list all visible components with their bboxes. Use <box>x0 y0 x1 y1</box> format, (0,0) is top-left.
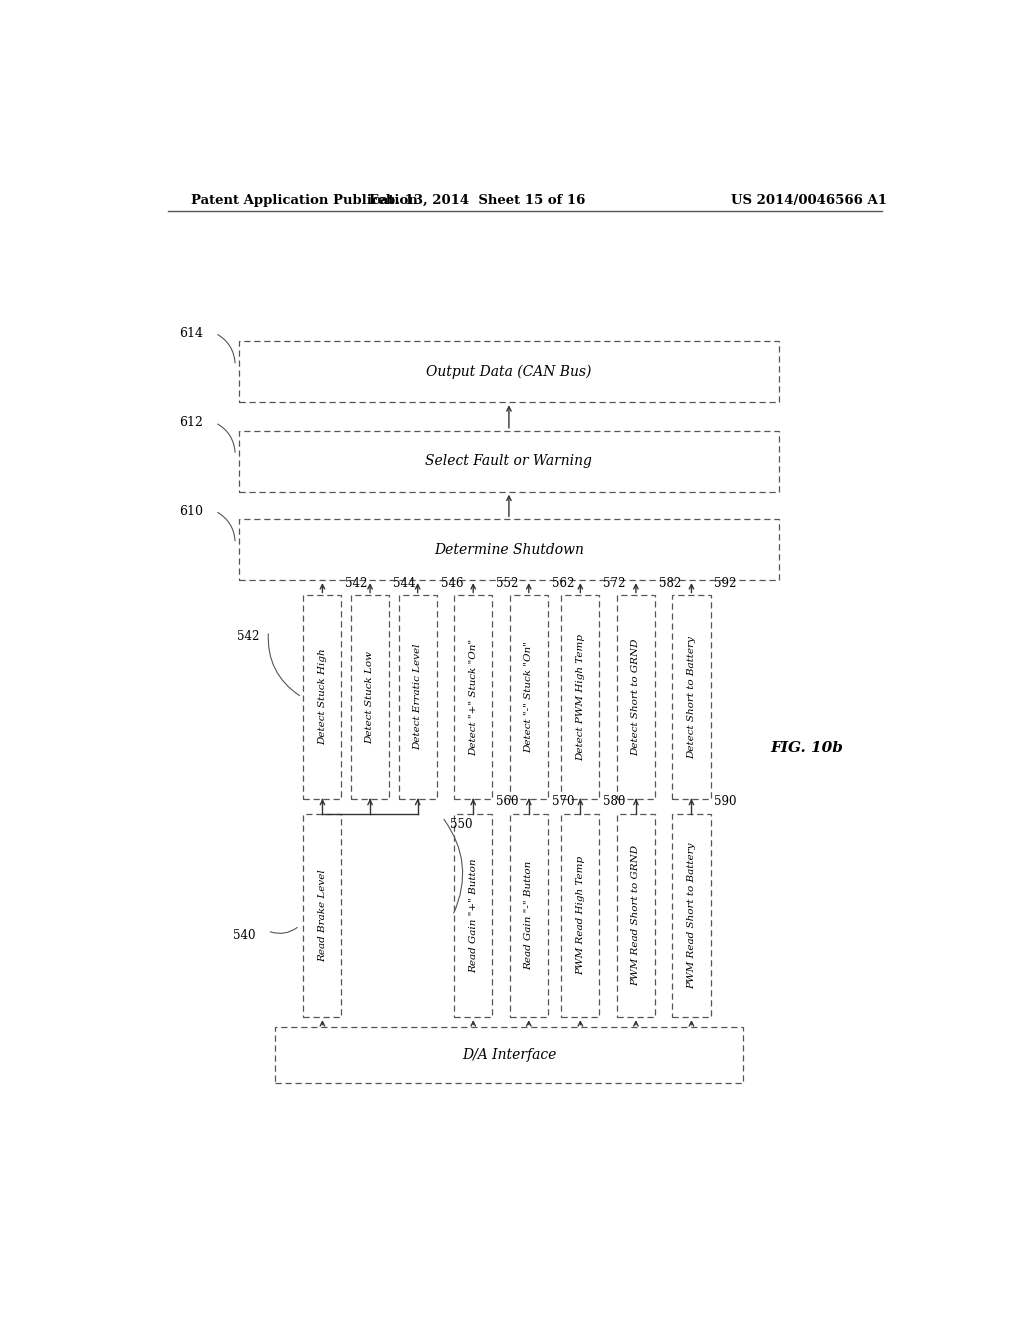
Bar <box>455 595 493 799</box>
Text: 614: 614 <box>179 327 204 339</box>
Text: 542: 542 <box>345 577 368 590</box>
Bar <box>240 430 778 492</box>
Text: Detect Stuck High: Detect Stuck High <box>317 648 327 746</box>
Bar <box>616 814 655 1018</box>
Text: 570: 570 <box>552 795 574 808</box>
Text: PWM Read Short to Battery: PWM Read Short to Battery <box>687 842 696 989</box>
Text: Feb. 13, 2014  Sheet 15 of 16: Feb. 13, 2014 Sheet 15 of 16 <box>369 194 586 206</box>
Text: Detect PWM High Temp: Detect PWM High Temp <box>575 634 585 760</box>
Bar <box>673 595 711 799</box>
Text: 562: 562 <box>552 577 574 590</box>
Text: Output Data (CAN Bus): Output Data (CAN Bus) <box>426 364 592 379</box>
Text: Detect "-" Stuck "On": Detect "-" Stuck "On" <box>524 642 534 752</box>
Bar <box>303 814 341 1018</box>
Text: 546: 546 <box>440 577 463 590</box>
Bar <box>398 595 436 799</box>
Bar <box>616 595 655 799</box>
Text: 540: 540 <box>233 929 256 942</box>
Text: 550: 550 <box>451 817 473 830</box>
Text: Read Gain "+" Button: Read Gain "+" Button <box>469 858 478 973</box>
Text: 542: 542 <box>238 630 260 643</box>
Bar <box>240 519 778 581</box>
Text: 572: 572 <box>603 577 626 590</box>
Text: Detect Short to Battery: Detect Short to Battery <box>687 636 696 759</box>
Text: FIG. 10b: FIG. 10b <box>770 741 843 755</box>
Text: Read Gain "-" Button: Read Gain "-" Button <box>524 861 534 970</box>
Text: 612: 612 <box>179 416 204 429</box>
Text: Detect Stuck Low: Detect Stuck Low <box>366 651 375 743</box>
Text: Select Fault or Warning: Select Fault or Warning <box>426 454 592 469</box>
Text: D/A Interface: D/A Interface <box>462 1048 556 1063</box>
Bar <box>510 814 548 1018</box>
Text: PWM Read High Temp: PWM Read High Temp <box>575 857 585 975</box>
Text: PWM Read Short to GRND: PWM Read Short to GRND <box>632 845 640 986</box>
Text: US 2014/0046566 A1: US 2014/0046566 A1 <box>731 194 887 206</box>
Text: Detect "+" Stuck "On": Detect "+" Stuck "On" <box>469 639 478 755</box>
Bar <box>351 595 389 799</box>
Bar <box>274 1027 743 1084</box>
Text: 610: 610 <box>179 504 204 517</box>
Text: Patent Application Publication: Patent Application Publication <box>191 194 418 206</box>
Text: 580: 580 <box>603 795 626 808</box>
Bar <box>673 814 711 1018</box>
Text: 582: 582 <box>658 577 681 590</box>
Text: 590: 590 <box>715 795 737 808</box>
Text: Read Brake Level: Read Brake Level <box>317 870 327 962</box>
Bar <box>303 595 341 799</box>
Text: Detect Erratic Level: Detect Erratic Level <box>413 644 422 750</box>
Text: 592: 592 <box>715 577 737 590</box>
Text: 552: 552 <box>497 577 518 590</box>
Text: 560: 560 <box>497 795 519 808</box>
Bar <box>510 595 548 799</box>
Bar <box>455 814 493 1018</box>
Text: 544: 544 <box>393 577 416 590</box>
Text: Detect Short to GRND: Detect Short to GRND <box>632 639 640 756</box>
Bar <box>561 595 599 799</box>
Text: Determine Shutdown: Determine Shutdown <box>434 543 584 557</box>
Bar <box>240 342 778 403</box>
Bar <box>561 814 599 1018</box>
